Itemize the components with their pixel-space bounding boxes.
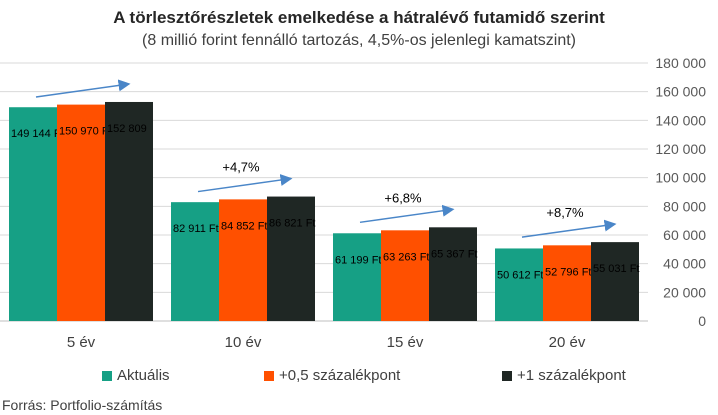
legend: Aktuális +0,5 százalékpont +1 százalékpo… [0,367,718,387]
trend-arrow [35,79,131,98]
data-label: 149 144 Ft [11,128,64,140]
bar [333,233,381,321]
y-tick-label: 140 000 [655,112,706,128]
bar [381,230,429,321]
x-tick-label: 20 év [549,334,586,351]
data-label: 84 852 Ft [221,220,267,232]
y-tick-label: 80 000 [663,198,706,214]
bar [171,202,219,321]
data-label: 50 612 Ft [497,269,543,281]
bar [219,199,267,321]
trend-arrow [197,174,293,193]
trend-arrow [359,204,455,224]
bar [9,107,57,322]
data-label: 61 199 Ft [335,254,381,266]
y-tick-label: 100 000 [655,170,706,186]
y-tick-label: 120 000 [655,141,706,157]
bar [591,242,639,321]
data-label: 65 367 Ft [431,248,477,260]
chart-subtitle: (8 millió forint fennálló tartozás, 4,5%… [142,32,576,49]
y-tick-label: 20 000 [663,284,706,300]
data-label: 150 970 Ft [59,126,112,138]
source-note: Forrás: Portfolio-számítás [2,397,163,413]
x-tick-label: 5 év [67,334,96,351]
chart-title: A törlesztőrészletek emelkedése a hátral… [113,8,605,27]
increase-annotation: +8,7% [546,205,584,220]
data-label: 55 031 Ft [593,263,639,275]
data-label: 82 911 Ft [173,223,219,235]
legend-label-aktualis: Aktuális [117,367,170,384]
legend-swatch-plus-one [502,370,512,381]
x-tick-label: 10 év [225,334,262,351]
data-label: 86 821 Ft [269,218,315,230]
legend-item-plus-one: +1 százalékpont [502,367,626,384]
y-tick-label: 40 000 [663,256,706,272]
bar [429,227,477,321]
increase-annotation: +6,8% [384,190,422,205]
y-tick-label: 60 000 [663,227,706,243]
bar [57,104,105,321]
bar [267,196,315,321]
increase-annotation: +4,7% [222,160,260,175]
legend-swatch-aktualis [102,370,112,381]
legend-label-plus-one: +1 százalékpont [517,367,626,384]
bar [495,248,543,321]
trend-arrow [521,219,617,238]
legend-swatch-plus-half [264,370,274,381]
data-label: 152 809 [107,123,147,135]
data-label: 63 263 Ft [383,251,429,263]
legend-item-aktualis: Aktuális [102,367,170,384]
y-tick-label: 0 [698,313,706,329]
bar [543,245,591,321]
legend-item-plus-half: +0,5 százalékpont [264,367,400,384]
y-tick-label: 160 000 [655,84,706,100]
y-tick-label: 180 000 [655,55,706,71]
x-tick-label: 15 év [387,334,424,351]
data-label: 52 796 Ft [545,266,591,278]
legend-label-plus-half: +0,5 százalékpont [279,367,401,384]
bar [105,101,153,321]
